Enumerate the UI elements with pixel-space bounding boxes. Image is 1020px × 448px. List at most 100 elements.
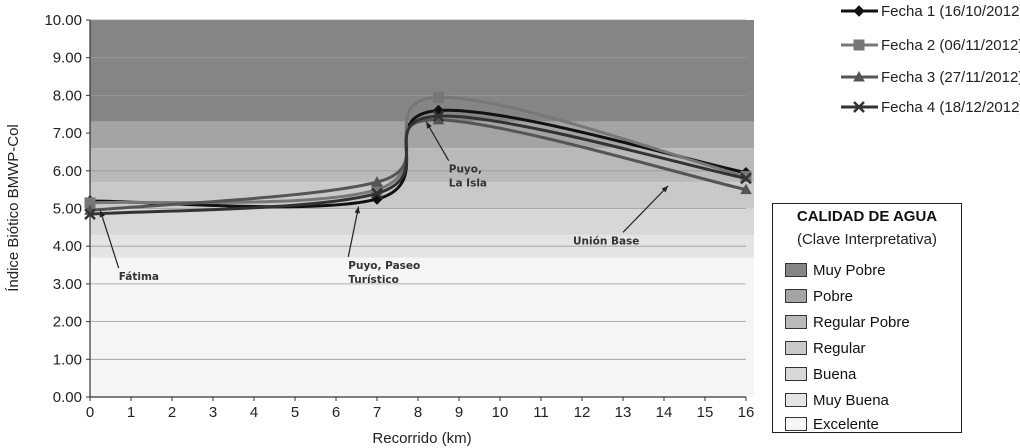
data-point (84, 208, 96, 221)
color-swatch (785, 341, 807, 355)
y-tick-label: 6.00 (53, 163, 82, 180)
annotation-2: Puyo, Paseo Turístico (347, 206, 420, 286)
series-4 (84, 110, 752, 221)
x-tick-label: 5 (291, 404, 299, 421)
axes: 0.00 1.00 2.00 3.00 4.00 5.00 6.00 7.00 8.00 9.00… (44, 12, 754, 421)
arrow-head (354, 206, 360, 214)
color-swatch (785, 315, 807, 329)
series-legend: Fecha 1 (16/10/2012) Fecha 2 (06/11/2012)… (841, 3, 1020, 116)
legend-label: Fecha 1 (16/10/2012) (881, 3, 1020, 20)
x-tick-label: 6 (332, 404, 340, 421)
quality-legend-label: Pobre (813, 287, 854, 305)
series-legend-item: Fecha 1 (16/10/2012) (841, 3, 1020, 20)
quality-legend: CALIDAD DE AGUA (Clave Interpretativa) M… (772, 203, 962, 433)
annotation-label: Unión Base (573, 235, 639, 247)
series-legend-item: Fecha 3 (27/11/2012) (841, 69, 1020, 86)
quality-legend-item: Regular (785, 338, 866, 358)
color-swatch (785, 263, 807, 277)
x-axis-title: Recorrido (km) (372, 430, 471, 447)
band-buena (90, 208, 754, 235)
y-tick-label: 8.00 (53, 87, 82, 104)
x-tick-label: 15 (697, 404, 714, 421)
legend-marker (853, 70, 865, 82)
x-tick-label: 12 (574, 404, 591, 421)
annotation-arrow (622, 185, 669, 233)
annotation-arrow (99, 210, 120, 269)
annotation-label: Puyo, (449, 164, 482, 176)
series-line (89, 114, 747, 216)
annotations: Fátima Puyo, Paseo Turístico Puyo, La Isla Un… (99, 121, 669, 286)
legend-marker (853, 101, 865, 113)
color-swatch (785, 367, 807, 381)
y-tick-label: 3.00 (53, 276, 82, 293)
legend-marker (853, 39, 865, 51)
annotation-label: Puyo, Paseo (348, 260, 420, 272)
x-tick-label: 4 (250, 404, 258, 421)
data-point (432, 110, 445, 123)
x-tick-label: 9 (455, 404, 463, 421)
band-excelente (90, 257, 754, 397)
legend-label: Fecha 4 (18/12/2012) (881, 99, 1020, 116)
band-pobre (90, 121, 754, 149)
annotation-3: Puyo, La Isla (425, 121, 487, 190)
data-point (740, 172, 752, 185)
x-tick-label: 0 (86, 404, 94, 421)
data-point (371, 176, 383, 187)
y-tick-label: 10.00 (44, 12, 82, 29)
quality-legend-subtitle: (Clave Interpretativa) (796, 231, 938, 248)
arrow-head (426, 121, 432, 129)
series-legend-item: Fecha 2 (06/11/2012) (841, 37, 1020, 54)
quality-legend-item: Muy Pobre (785, 260, 886, 280)
data-point (740, 183, 752, 195)
quality-legend-label: Muy Buena (813, 391, 889, 409)
quality-legend-label: Excelente (813, 415, 879, 433)
quality-legend-item: Buena (785, 364, 856, 384)
data-point (433, 91, 444, 103)
arrow-head (661, 185, 669, 193)
x-tick-label: 1 (127, 404, 135, 421)
y-tick-label: 5.00 (53, 201, 82, 218)
quality-legend-label: Buena (813, 365, 857, 383)
annotation-label: La Isla (449, 178, 487, 190)
y-tick-label: 7.00 (53, 125, 82, 142)
x-tick-label: 3 (209, 404, 217, 421)
quality-legend-label: Regular Pobre (813, 313, 910, 331)
y-axis-title: Índice Biótico BMWP-Col (5, 124, 22, 292)
legend-marker (853, 5, 865, 17)
annotation-label: Fátima (119, 271, 159, 283)
color-swatch (785, 393, 807, 407)
color-swatch (785, 289, 807, 303)
y-tick-label: 4.00 (53, 238, 82, 255)
y-tick-label: 2.00 (53, 314, 82, 331)
quality-legend-item: Excelente (785, 414, 879, 434)
quality-bands (90, 20, 754, 397)
annotation-label: Turístico (348, 274, 399, 286)
annotation-arrow (347, 206, 360, 257)
series-layer (84, 91, 752, 221)
quality-legend-label: Muy Pobre (813, 261, 886, 279)
quality-legend-item: Pobre (785, 286, 853, 306)
y-tick-label: 1.00 (53, 351, 82, 368)
x-tick-label: 16 (738, 404, 755, 421)
x-tick-label: 11 (533, 404, 549, 421)
annotation-4: Unión Base (573, 185, 669, 247)
legend-label: Fecha 2 (06/11/2012) (881, 37, 1020, 54)
annotation-arrow (425, 121, 450, 161)
x-tick-label: 13 (615, 404, 632, 421)
data-point (371, 187, 383, 200)
quality-legend-title: CALIDAD DE AGUA (796, 208, 938, 225)
y-tick-label: 9.00 (53, 50, 82, 67)
annotation-1: Fátima (99, 210, 159, 283)
band-muy-pobre (90, 20, 754, 122)
x-tick-label: 10 (492, 404, 509, 421)
arrow-head (99, 210, 105, 218)
quality-legend-item: Regular Pobre (785, 312, 910, 332)
x-tick-label: 8 (414, 404, 422, 421)
x-tick-label: 7 (373, 404, 381, 421)
x-tick-label: 14 (656, 404, 673, 421)
quality-legend-item: Muy Buena (785, 390, 889, 410)
series-legend-item: Fecha 4 (18/12/2012) (841, 99, 1020, 116)
legend-label: Fecha 3 (27/11/2012) (881, 69, 1020, 86)
x-tick-label: 2 (168, 404, 176, 421)
